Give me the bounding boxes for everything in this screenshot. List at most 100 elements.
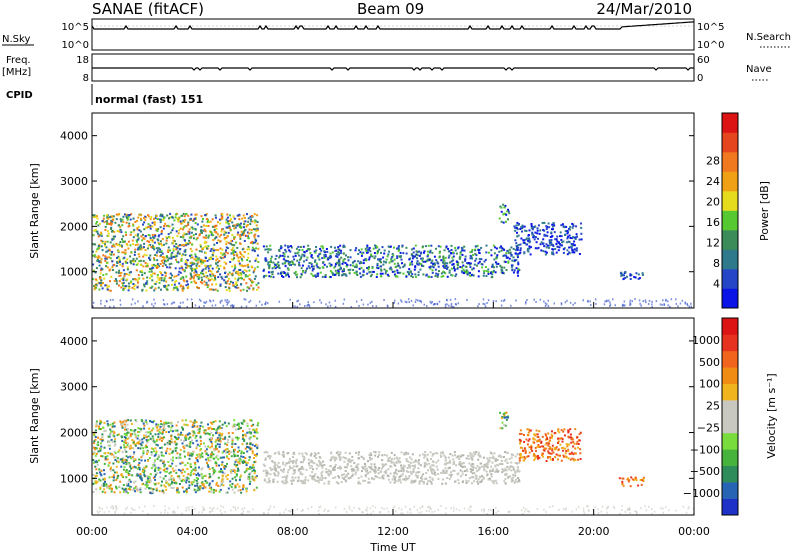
echo-cell [404, 451, 407, 454]
echo-cell [513, 225, 516, 228]
echo-cell [438, 270, 440, 273]
echo-cell [523, 241, 526, 244]
echo-cell [471, 458, 474, 461]
echo-cell [152, 427, 155, 430]
echo-cell [187, 451, 190, 454]
echo-cell [341, 270, 344, 273]
echo-cell [197, 261, 200, 264]
echo-cell [131, 474, 134, 477]
echo-cell [228, 300, 230, 303]
echo-cell [405, 246, 408, 249]
echo-cell [485, 269, 488, 272]
echo-cell [429, 476, 431, 479]
echo-cell [344, 479, 347, 482]
echo-cell [187, 437, 190, 440]
echo-cell [495, 247, 498, 250]
echo-cell [160, 259, 163, 262]
echo-cell [163, 277, 166, 280]
echo-cell [128, 478, 131, 481]
echo-cell [242, 234, 245, 237]
echo-cell [237, 231, 240, 234]
echo-cell [108, 447, 111, 450]
echo-cell [177, 244, 180, 247]
echo-cell [243, 217, 246, 219]
echo-cell [240, 450, 243, 453]
echo-cell [292, 479, 295, 482]
echo-cell [501, 266, 503, 269]
echo-cell [298, 249, 301, 251]
nsky-trace [91, 21, 695, 31]
echo-cell [525, 301, 527, 303]
echo-cell [452, 251, 454, 254]
echo-cell [207, 267, 210, 270]
echo-cell [269, 244, 272, 247]
echo-cell [447, 256, 450, 259]
echo-cell [173, 442, 176, 445]
echo-cell [140, 214, 143, 217]
echo-cell [102, 426, 105, 429]
echo-cell [485, 275, 488, 277]
echo-cell [151, 221, 154, 224]
echo-cell [190, 265, 192, 267]
echo-cell [245, 234, 248, 237]
echo-cell [126, 266, 129, 269]
echo-cell [162, 436, 165, 439]
echo-cell [188, 445, 191, 448]
echo-cell [198, 428, 201, 431]
echo-cell [141, 274, 144, 276]
echo-cell [201, 455, 204, 458]
echo-cell [132, 217, 135, 220]
echo-cell [161, 213, 164, 216]
echo-cell [110, 275, 113, 278]
echo-cell [388, 267, 391, 270]
echo-cell [470, 250, 473, 253]
echo-cell [472, 455, 475, 458]
echo-cell [178, 244, 181, 246]
echo-cell [367, 268, 370, 271]
echo-cell [253, 479, 256, 482]
echo-cell [104, 257, 107, 260]
echo-cell [380, 261, 382, 264]
echo-cell [145, 235, 147, 238]
echo-cell [120, 220, 123, 223]
echo-cell [237, 458, 240, 461]
echo-cell [153, 272, 156, 275]
echo-cell [102, 478, 105, 481]
echo-cell [424, 245, 427, 248]
echo-cell [420, 301, 423, 304]
echo-cell [292, 459, 295, 462]
echo-cell [186, 259, 189, 262]
echo-cell [103, 488, 106, 491]
echo-cell [99, 473, 102, 476]
echo-cell [204, 445, 207, 448]
echo-cell [234, 460, 237, 463]
echo-cell [177, 219, 180, 222]
echo-cell [250, 241, 252, 244]
echo-cell [285, 477, 288, 480]
echo-cell [334, 265, 337, 268]
echo-cell [521, 224, 524, 227]
echo-cell [226, 216, 229, 219]
echo-cell [194, 255, 197, 258]
echo-cell [139, 477, 142, 480]
echo-cell [446, 267, 448, 270]
echo-cell [160, 213, 162, 216]
echo-cell [171, 481, 173, 484]
echo-cell [232, 281, 234, 284]
echo-cell [206, 286, 209, 289]
echo-cell [477, 469, 480, 472]
echo-cell [147, 234, 150, 236]
echo-cell [451, 263, 454, 266]
echo-cell [247, 245, 250, 248]
echo-cell [219, 488, 222, 491]
echo-cell [513, 481, 516, 484]
colorbar-cell [722, 132, 738, 153]
echo-cell [209, 475, 212, 478]
echo-cell [545, 243, 548, 246]
echo-cell [512, 271, 515, 274]
echo-cell [116, 230, 119, 232]
echo-cell [159, 447, 162, 449]
echo-cell [377, 258, 380, 261]
echo-cell [215, 456, 218, 459]
echo-cell [194, 274, 197, 276]
